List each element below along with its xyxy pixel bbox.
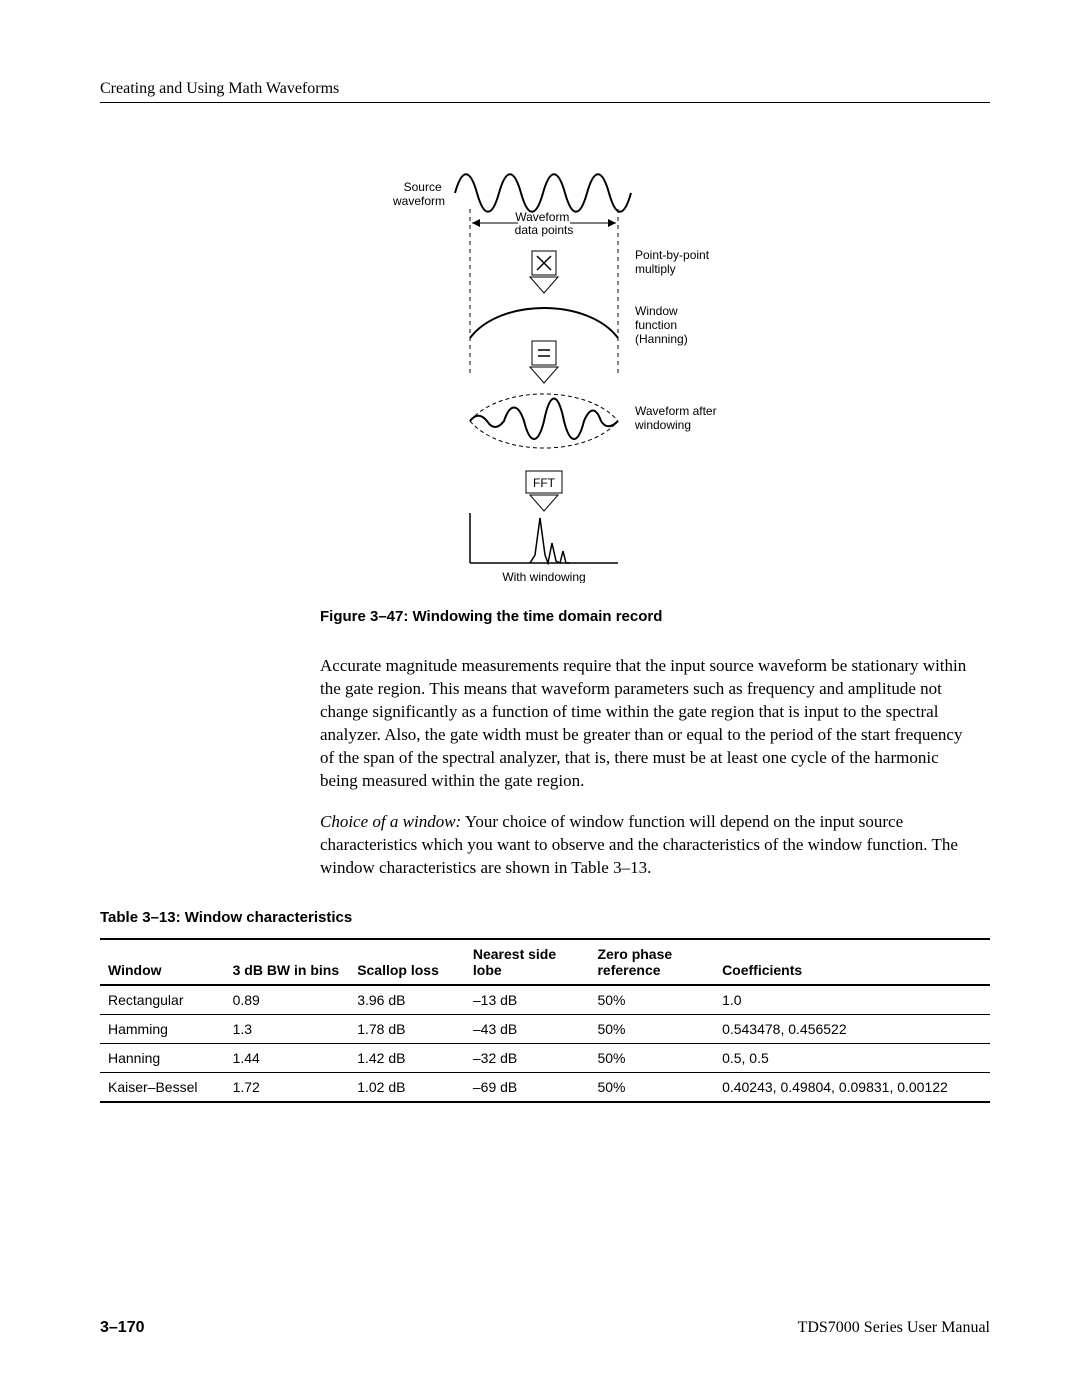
col-header: Nearest side lobe bbox=[465, 939, 590, 985]
cell: 1.72 bbox=[225, 1073, 350, 1103]
cell: 0.89 bbox=[225, 985, 350, 1015]
cell: 50% bbox=[589, 985, 714, 1015]
cell: –13 dB bbox=[465, 985, 590, 1015]
cell: Rectangular bbox=[100, 985, 225, 1015]
cell: 1.02 dB bbox=[349, 1073, 465, 1103]
label-source-waveform: Source waveform bbox=[392, 180, 445, 208]
cell: Kaiser–Bessel bbox=[100, 1073, 225, 1103]
cell: –69 dB bbox=[465, 1073, 590, 1103]
cell: 1.42 dB bbox=[349, 1044, 465, 1073]
label-waveform-data-points: Waveform data points bbox=[515, 210, 574, 237]
col-header: Window bbox=[100, 939, 225, 985]
label-point-by-point: Point-by-point multiply bbox=[635, 248, 712, 276]
col-header: 3 dB BW in bins bbox=[225, 939, 350, 985]
table-header-row: Window 3 dB BW in bins Scallop loss Near… bbox=[100, 939, 990, 985]
label-waveform-after: Waveform after windowing bbox=[634, 404, 720, 432]
table-row: Hanning 1.44 1.42 dB –32 dB 50% 0.5, 0.5 bbox=[100, 1044, 990, 1073]
table-row: Kaiser–Bessel 1.72 1.02 dB –69 dB 50% 0.… bbox=[100, 1073, 990, 1103]
fft-label: FFT bbox=[533, 476, 556, 490]
paragraph-1: Accurate magnitude measurements require … bbox=[320, 655, 980, 793]
table-row: Hamming 1.3 1.78 dB –43 dB 50% 0.543478,… bbox=[100, 1015, 990, 1044]
col-header: Zero phase reference bbox=[589, 939, 714, 985]
cell: 50% bbox=[589, 1015, 714, 1044]
cell: Hamming bbox=[100, 1015, 225, 1044]
cell: 0.543478, 0.456522 bbox=[714, 1015, 990, 1044]
cell: 3.96 dB bbox=[349, 985, 465, 1015]
window-function-icon bbox=[470, 308, 618, 338]
cell: 1.44 bbox=[225, 1044, 350, 1073]
window-characteristics-table: Window 3 dB BW in bins Scallop loss Near… bbox=[100, 938, 990, 1103]
figure-block: Source waveform Waveform data points bbox=[290, 163, 990, 588]
envelope-bottom-icon bbox=[470, 421, 618, 448]
col-header: Coefficients bbox=[714, 939, 990, 985]
p2-lead: Choice of a window: bbox=[320, 812, 461, 831]
cell: 0.40243, 0.49804, 0.09831, 0.00122 bbox=[714, 1073, 990, 1103]
header-title: Creating and Using Math Waveforms bbox=[100, 80, 339, 97]
manual-title: TDS7000 Series User Manual bbox=[798, 1319, 990, 1337]
spectrum-icon bbox=[530, 518, 570, 563]
paragraph-2: Choice of a window: Your choice of windo… bbox=[320, 811, 980, 880]
label-with-windowing: With windowing bbox=[502, 570, 585, 583]
cell: –43 dB bbox=[465, 1015, 590, 1044]
cell: 1.3 bbox=[225, 1015, 350, 1044]
label-window-function: Window function (Hanning) bbox=[635, 304, 688, 346]
col-header: Scallop loss bbox=[349, 939, 465, 985]
source-wave-icon bbox=[455, 174, 631, 212]
figure-caption: Figure 3–47: Windowing the time domain r… bbox=[320, 608, 990, 625]
page-header: Creating and Using Math Waveforms bbox=[100, 80, 990, 103]
table-row: Rectangular 0.89 3.96 dB –13 dB 50% 1.0 bbox=[100, 985, 990, 1015]
windowing-diagram: Source waveform Waveform data points bbox=[390, 163, 890, 583]
cell: 1.78 dB bbox=[349, 1015, 465, 1044]
page-number: 3–170 bbox=[100, 1319, 145, 1337]
cell: 1.0 bbox=[714, 985, 990, 1015]
cell: 50% bbox=[589, 1073, 714, 1103]
equals-icon bbox=[530, 341, 558, 383]
page-footer: 3–170 TDS7000 Series User Manual bbox=[100, 1319, 990, 1337]
cell: Hanning bbox=[100, 1044, 225, 1073]
cell: 50% bbox=[589, 1044, 714, 1073]
multiply-icon bbox=[530, 251, 558, 293]
cell: 0.5, 0.5 bbox=[714, 1044, 990, 1073]
fft-icon: FFT bbox=[526, 471, 562, 511]
table-body: Rectangular 0.89 3.96 dB –13 dB 50% 1.0 … bbox=[100, 985, 990, 1102]
table-title: Table 3–13: Window characteristics bbox=[100, 909, 990, 926]
cell: –32 dB bbox=[465, 1044, 590, 1073]
